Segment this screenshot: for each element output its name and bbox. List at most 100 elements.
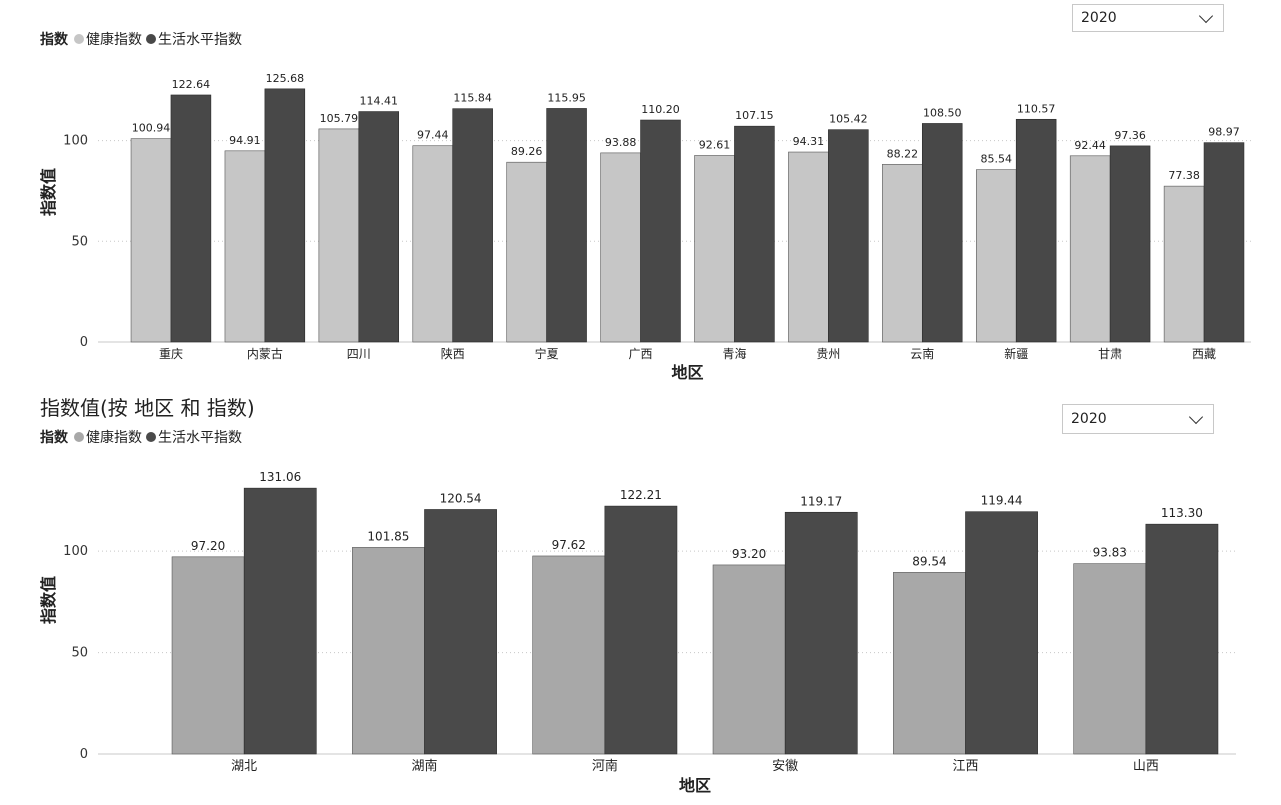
legend-2: 指数 健康指数 生活水平指数 [40, 427, 246, 447]
bar-health[interactable] [893, 572, 966, 755]
data-label: 131.06 [259, 470, 301, 484]
x-tick-label: 四川 [347, 347, 371, 361]
legend-title: 指数 [40, 430, 68, 446]
bar-living[interactable] [640, 119, 681, 343]
x-tick-label: 湖北 [231, 759, 257, 774]
chart-panel-1: 0 50 100 指数值 地区 100.94 122.64 重庆 94.91 125.68 内蒙古 1… [0, 0, 1281, 390]
y-axis-title: 指数值 [39, 168, 58, 216]
year-dropdown-1[interactable]: 2020 [1072, 4, 1224, 32]
bar-health[interactable] [1163, 185, 1205, 343]
bar-health[interactable] [130, 138, 172, 343]
x-tick-label: 江西 [952, 759, 978, 774]
data-label: 97.20 [191, 539, 225, 553]
data-label: 110.57 [1017, 102, 1056, 115]
data-label: 77.38 [1168, 169, 1200, 182]
x-tick-label: 内蒙古 [247, 346, 283, 361]
bar-health[interactable] [1069, 155, 1111, 343]
x-tick-label: 湖南 [411, 758, 437, 774]
bar-living[interactable] [1109, 145, 1151, 343]
y-tick-label: 50 [71, 646, 88, 661]
bar-health[interactable] [412, 145, 454, 343]
bar-living[interactable] [921, 123, 963, 343]
bar-living[interactable] [452, 108, 493, 343]
bar-living[interactable] [828, 129, 869, 343]
bar-living[interactable] [784, 511, 858, 755]
bar-health[interactable] [532, 555, 606, 755]
year-dropdown-2[interactable]: 2020 [1062, 404, 1214, 434]
chart-title: 指数值(按 地区 和 指数) [40, 396, 255, 420]
legend-item-health[interactable]: 健康指数 [74, 427, 142, 447]
data-label: 98.97 [1208, 126, 1240, 139]
data-label: 97.44 [417, 129, 449, 142]
chart-panel-2: 0 50 100 指数值 地区 97.20 131.06 湖北 101.85 120.54 湖南 97… [0, 390, 1281, 805]
bar-health[interactable] [224, 150, 266, 343]
bar-living[interactable] [243, 487, 317, 755]
legend-item-living[interactable]: 生活水平指数 [146, 29, 242, 49]
legend-dot-icon [74, 432, 84, 442]
y-tick-label: 0 [80, 335, 88, 350]
y-tick-label: 0 [80, 747, 88, 762]
bar-health[interactable] [694, 155, 735, 343]
x-tick-label: 安徽 [772, 759, 798, 774]
bar-health[interactable] [788, 151, 829, 343]
bar-health[interactable] [882, 163, 923, 343]
legend-label: 生活水平指数 [158, 430, 242, 446]
x-tick-label: 广西 [629, 347, 653, 361]
bar-living[interactable] [1145, 523, 1219, 755]
bar-health[interactable] [506, 161, 547, 343]
bar-living[interactable] [734, 125, 775, 343]
bar-health[interactable] [600, 152, 641, 343]
x-tick-label: 山西 [1133, 759, 1159, 774]
data-label: 107.15 [735, 109, 774, 122]
data-label: 110.20 [641, 103, 680, 116]
bar-health[interactable] [975, 169, 1017, 343]
x-tick-label: 西藏 [1192, 347, 1216, 361]
data-label: 101.85 [367, 529, 409, 543]
data-label: 114.41 [359, 95, 398, 108]
chevron-down-icon [1188, 409, 1204, 424]
year-dropdown-value: 2020 [1071, 411, 1107, 427]
bar-living[interactable] [358, 111, 400, 343]
legend-dot-icon [146, 432, 156, 442]
bar-health[interactable] [318, 128, 360, 343]
data-label: 88.22 [887, 147, 919, 160]
x-tick-label: 甘肃 [1098, 347, 1122, 361]
x-tick-label: 宁夏 [535, 346, 559, 361]
x-tick-label: 贵州 [816, 347, 840, 361]
data-label: 100.94 [132, 122, 171, 135]
bar-living[interactable] [546, 108, 587, 343]
bar-health[interactable] [1073, 563, 1147, 755]
legend-item-living[interactable]: 生活水平指数 [146, 427, 242, 447]
legend-label: 健康指数 [86, 32, 142, 48]
x-tick-label: 河南 [592, 758, 618, 774]
y-tick-label: 100 [63, 544, 88, 559]
legend-title: 指数 [40, 32, 68, 48]
bar-living[interactable] [264, 88, 306, 343]
bar-health[interactable] [171, 556, 245, 755]
data-label: 115.95 [547, 91, 586, 104]
data-label: 89.54 [912, 554, 946, 568]
data-label: 119.44 [981, 494, 1023, 508]
bar-living[interactable] [965, 511, 1038, 755]
legend-label: 健康指数 [86, 430, 142, 446]
bar-health[interactable] [352, 547, 425, 755]
bar-living[interactable] [170, 94, 212, 343]
bar-living[interactable] [1015, 118, 1057, 343]
x-axis-title: 地区 [671, 363, 703, 382]
data-label: 120.54 [440, 491, 482, 505]
y-tick-label: 50 [71, 234, 88, 249]
data-label: 122.21 [620, 488, 662, 502]
x-tick-label: 青海 [722, 346, 746, 361]
bar-living[interactable] [424, 509, 497, 755]
bar-living[interactable] [604, 505, 678, 755]
data-label: 119.17 [800, 494, 842, 508]
chevron-down-icon [1198, 8, 1214, 23]
data-label: 105.42 [829, 113, 868, 126]
bar-health[interactable] [712, 564, 786, 755]
bar-living[interactable] [1203, 142, 1245, 343]
data-label: 89.26 [511, 145, 543, 158]
legend-item-health[interactable]: 健康指数 [74, 29, 142, 49]
legend-1: 指数 健康指数 生活水平指数 [40, 29, 246, 49]
data-label: 85.54 [981, 153, 1013, 166]
